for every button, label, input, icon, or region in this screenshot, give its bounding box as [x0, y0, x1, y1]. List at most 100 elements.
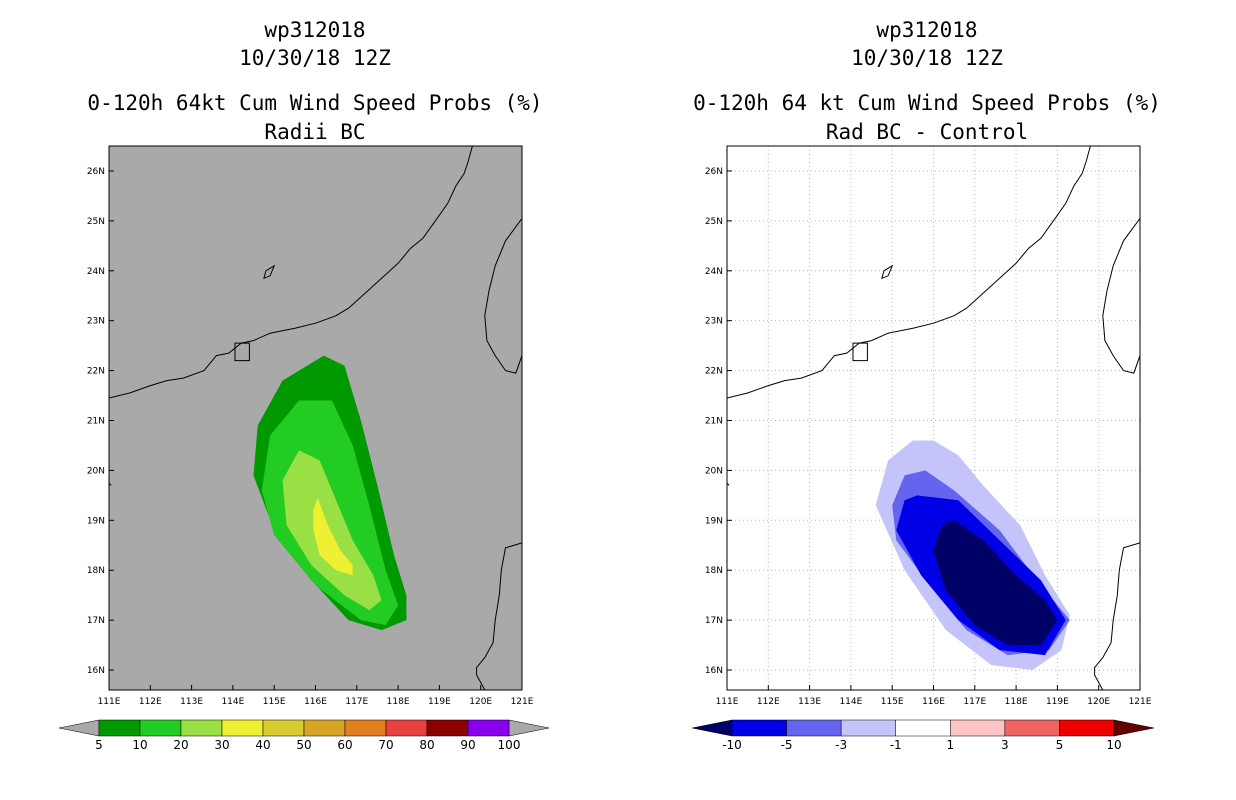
right-contour-layer	[875, 440, 1070, 670]
x-tick-label: 113E	[180, 697, 203, 707]
colorbar-swatch	[221, 719, 264, 737]
y-tick-label: 19N	[705, 516, 723, 526]
colorbar-label: 20	[173, 738, 188, 752]
colorbar-swatch	[786, 719, 842, 737]
x-tick-label: 118E	[1005, 697, 1028, 707]
x-tick-label: 114E	[839, 697, 862, 707]
colorbar-label: 80	[419, 738, 434, 752]
x-tick-label: 120E	[469, 697, 492, 707]
y-tick-label: 18N	[705, 566, 723, 576]
colorbar-swatch	[1004, 719, 1060, 737]
coastline-taiwan	[484, 218, 522, 374]
x-tick-label: 117E	[963, 697, 986, 707]
left-chart-subtitle: Radii BC	[264, 120, 366, 144]
colorbar-label: 5	[1056, 738, 1064, 752]
coastline-luzon	[476, 542, 522, 690]
x-tick-label: 118E	[387, 697, 410, 707]
x-tick-label: 115E	[263, 697, 286, 707]
left-chart-title: 0-120h 64kt Cum Wind Speed Probs (%)	[87, 91, 543, 115]
coastline-taiwan	[1102, 218, 1140, 374]
y-tick-label: 20N	[705, 466, 723, 476]
y-tick-label: 21N	[87, 416, 105, 426]
y-tick-label: 21N	[705, 416, 723, 426]
coastline-island	[881, 264, 894, 280]
y-tick-label: 24N	[87, 267, 105, 277]
colorbar-label: -5	[781, 738, 793, 752]
y-tick-label: 24N	[705, 267, 723, 277]
y-tick-label: 16N	[705, 666, 723, 676]
y-tick-label: 22N	[705, 367, 723, 377]
colorbar-extend-low	[58, 719, 100, 737]
x-tick-label: 111E	[716, 697, 739, 707]
colorbar-swatch	[180, 719, 223, 737]
x-tick-label: 116E	[304, 697, 327, 707]
y-tick-label: 17N	[705, 616, 723, 626]
coastline-china	[727, 146, 1091, 399]
colorbar-swatch	[262, 719, 305, 737]
contour-region	[313, 497, 353, 576]
contour-region	[933, 520, 1058, 646]
colorbar-label: 1	[946, 738, 954, 752]
colorbar-label: 3	[1001, 738, 1009, 752]
colorbar-label: 90	[460, 738, 475, 752]
y-tick-label: 19N	[87, 516, 105, 526]
colorbar-label: 100	[498, 738, 521, 752]
x-tick-label: 114E	[221, 697, 244, 707]
right-gridlines	[727, 146, 1140, 690]
colorbar-swatch	[344, 719, 387, 737]
right-chart-subtitle: Rad BC - Control	[825, 120, 1029, 144]
y-tick-label: 18N	[87, 566, 105, 576]
y-tick-label: 16N	[87, 666, 105, 676]
colorbar-swatch	[139, 719, 182, 737]
x-tick-label: 112E	[757, 697, 780, 707]
colorbar-label: 5	[95, 738, 103, 752]
colorbar-swatch	[98, 719, 141, 737]
colorbar-label: -3	[835, 738, 847, 752]
y-tick-label: 22N	[87, 367, 105, 377]
y-tick-label: 26N	[705, 167, 723, 177]
colorbar-extend-high	[508, 719, 550, 737]
x-tick-label: 112E	[139, 697, 162, 707]
y-tick-label: 25N	[705, 217, 723, 227]
x-tick-label: 119E	[1046, 697, 1069, 707]
x-tick-label: 115E	[881, 697, 904, 707]
x-tick-label: 121E	[511, 697, 534, 707]
contour-region	[282, 450, 382, 611]
x-tick-label: 121E	[1129, 697, 1152, 707]
left-map: 111E 112E 113E 114E 115E 116E 117E 118E 119E 120E…	[87, 145, 534, 707]
colorbar-swatch	[467, 719, 510, 737]
y-tick-label: 23N	[705, 317, 723, 327]
colorbar-swatch	[303, 719, 346, 737]
y-tick-label: 25N	[87, 217, 105, 227]
x-tick-label: 120E	[1087, 697, 1110, 707]
right-colorbar: -10 -5 -3 -1 1 3 5 10	[691, 719, 1155, 752]
colorbar-extend-low	[691, 719, 733, 737]
right-storm-id: wp312018	[876, 18, 978, 42]
colorbar-label: -1	[890, 738, 902, 752]
colorbar-swatch	[731, 719, 787, 737]
right-chart-title: 0-120h 64 kt Cum Wind Speed Probs (%)	[693, 91, 1161, 115]
colorbar-label: 10	[1106, 738, 1121, 752]
colorbar-swatch	[840, 719, 896, 737]
colorbar-swatch	[950, 719, 1006, 737]
right-axis-ticks: 111E 112E 113E 114E 115E 116E 117E 118E 119E 120E…	[705, 167, 1152, 707]
colorbar-label: 10	[132, 738, 147, 752]
left-storm-id: wp312018	[264, 18, 366, 42]
x-tick-label: 119E	[428, 697, 451, 707]
coastline-luzon	[1094, 542, 1140, 690]
left-axis-ticks: 111E 112E 113E 114E 115E 116E 117E 118E 119E 120E…	[87, 167, 534, 707]
left-contour-layer	[253, 355, 407, 631]
colorbar-label: 40	[255, 738, 270, 752]
colorbar-label: 30	[214, 738, 229, 752]
colorbar-swatch	[895, 719, 951, 737]
right-datetime: 10/30/18 12Z	[851, 46, 1003, 70]
y-tick-label: 23N	[87, 317, 105, 327]
x-tick-label: 113E	[798, 697, 821, 707]
colorbar-label: -10	[722, 738, 742, 752]
x-tick-label: 116E	[922, 697, 945, 707]
colorbar-swatch	[1059, 719, 1115, 737]
coastline-island	[263, 264, 276, 280]
colorbar-label: 50	[296, 738, 311, 752]
coastline-china	[109, 146, 473, 399]
